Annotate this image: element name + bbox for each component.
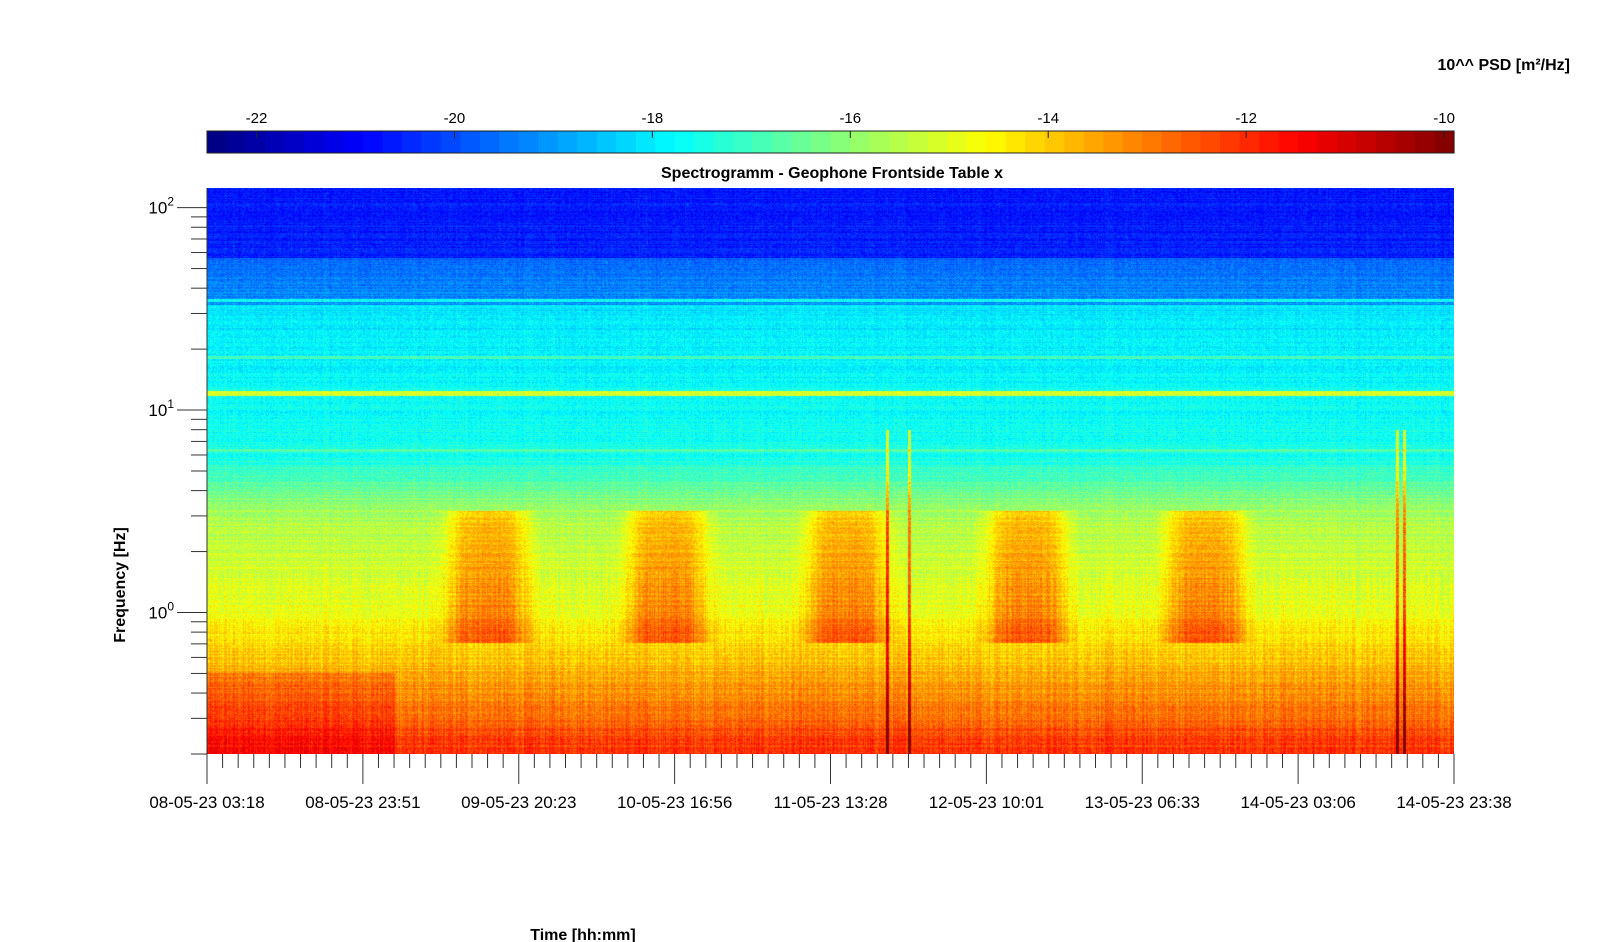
colorbar-bin <box>752 131 773 153</box>
colorbar-bin <box>518 131 539 153</box>
colorbar-bin <box>1083 131 1104 153</box>
colorbar-bin <box>1025 131 1046 153</box>
colorbar-bin <box>1337 131 1358 153</box>
colorbar-bin <box>1356 131 1377 153</box>
colorbar-bin <box>986 131 1007 153</box>
colorbar-bin <box>1122 131 1143 153</box>
colorbar-bin <box>479 131 500 153</box>
spectrogram-plot-area <box>207 188 1454 754</box>
colorbar-bin <box>421 131 442 153</box>
x-tick-label: 08-05-23 03:18 <box>149 793 264 812</box>
colorbar-bin <box>284 131 306 153</box>
colorbar-bin <box>674 131 695 153</box>
colorbar-bin <box>1259 131 1280 153</box>
colorbar-bin <box>382 131 403 153</box>
y-tick-label: 102 <box>148 195 174 218</box>
colorbar-bin <box>557 131 578 153</box>
colorbar-bin <box>1298 131 1319 153</box>
colorbar-tick-label: -20 <box>444 110 466 127</box>
colorbar-bin <box>362 131 383 153</box>
chart-title: Spectrogramm - Geophone Frontside Table … <box>661 165 1003 182</box>
colorbar-bin <box>265 131 286 153</box>
x-tick-label: 14-05-23 03:06 <box>1240 793 1355 812</box>
colorbar-bin <box>830 131 851 153</box>
colorbar-bin <box>1239 131 1260 153</box>
colorbar-bin <box>694 131 715 153</box>
colorbar <box>206 130 1455 154</box>
colorbar-bin <box>635 131 656 153</box>
colorbar-bin <box>596 131 617 153</box>
colorbar-bin <box>1103 131 1124 153</box>
colorbar-bin <box>1434 131 1455 153</box>
colorbar-tick-label: -14 <box>1037 110 1059 127</box>
y-axis: 100 101 102 <box>148 188 208 755</box>
x-tick-label: 11-05-23 13:28 <box>773 793 887 812</box>
colorbar-bin <box>1415 131 1436 153</box>
y-tick-label: 101 <box>148 397 174 420</box>
colorbar-bin <box>1395 131 1416 153</box>
colorbar-tick-label: -16 <box>839 110 861 127</box>
x-tick-label: 08-05-23 23:51 <box>305 793 420 812</box>
colorbar-frame <box>206 130 1455 154</box>
colorbar-bin <box>207 131 228 153</box>
colorbar-bin <box>1181 131 1202 153</box>
colorbar-bin <box>460 131 481 153</box>
colorbar-bin <box>343 131 364 153</box>
colorbar-tick-label: -22 <box>246 110 268 127</box>
colorbar-bin <box>947 131 968 153</box>
colorbar-bin <box>440 131 461 153</box>
colorbar-bin <box>1278 131 1299 153</box>
colorbar-tick-label: -12 <box>1235 110 1257 127</box>
colorbar-bin <box>1044 131 1065 153</box>
colorbar-bin <box>655 131 676 153</box>
colorbar-bin <box>927 131 948 153</box>
colorbar-bin <box>304 131 325 153</box>
colorbar-bin <box>1200 131 1221 153</box>
colorbar-bin <box>811 131 832 153</box>
colorbar-bin <box>1317 131 1338 153</box>
colorbar-bin <box>1064 131 1085 153</box>
colorbar-tick-label: -18 <box>642 110 664 127</box>
colorbar-bin <box>1161 131 1182 153</box>
colorbar-bin <box>908 131 929 153</box>
colorbar-bin <box>1005 131 1026 153</box>
colorbar-bin <box>772 131 793 153</box>
colorbar-bin <box>1220 131 1241 153</box>
colorbar-bin <box>869 131 890 153</box>
x-axis: 08-05-23 03:18 08-05-23 23:51 09-05-23 20:… <box>149 754 1512 812</box>
colorbar-bin <box>577 131 598 153</box>
colorbar-label: 10^^ PSD [m²/Hz] <box>1438 57 1570 74</box>
colorbar-bin <box>1376 131 1397 153</box>
x-tick-label: 12-05-23 10:01 <box>929 793 1044 812</box>
colorbar-bin <box>401 131 422 153</box>
colorbar-bin <box>888 131 910 153</box>
colorbar-bin <box>226 131 247 153</box>
colorbar-bin <box>733 131 754 153</box>
colorbar-bin <box>791 131 812 153</box>
x-tick-label: 09-05-23 20:23 <box>461 793 576 812</box>
colorbar-bin <box>1142 131 1163 153</box>
colorbar-bin <box>616 131 637 153</box>
x-tick-label: 14-05-23 23:38 <box>1396 793 1511 812</box>
colorbar-bin <box>323 131 344 153</box>
x-tick-label: 13-05-23 06:33 <box>1085 793 1200 812</box>
colorbar-bin <box>966 131 987 153</box>
y-tick-label: 100 <box>148 600 174 623</box>
colorbar-ticks: -22 -20 -18 -16 -14 -12 -10 <box>246 110 1455 138</box>
colorbar-bin <box>713 131 734 153</box>
colorbar-bin <box>538 131 559 153</box>
spectrogram-heatmap <box>207 188 1454 754</box>
y-axis-label: Frequency [Hz] <box>112 527 129 643</box>
colorbar-bin <box>245 131 267 153</box>
colorbar-bin <box>849 131 871 153</box>
colorbar-bin <box>499 131 520 153</box>
x-axis-label: Time [hh:mm] <box>530 927 635 942</box>
x-tick-label: 10-05-23 16:56 <box>617 793 732 812</box>
colorbar-tick-label: -10 <box>1433 110 1455 127</box>
